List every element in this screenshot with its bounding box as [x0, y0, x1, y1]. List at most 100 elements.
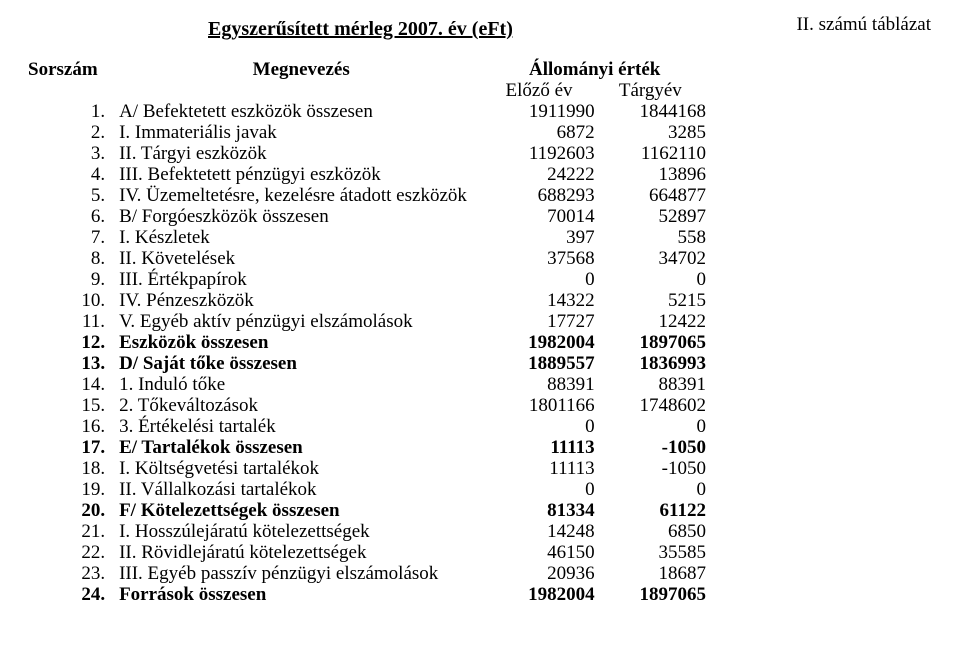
- row-label: A/ Befektetett eszközök összesen: [119, 101, 483, 122]
- row-number: 4.: [28, 164, 119, 185]
- row-label: I. Hosszúlejáratú kötelezettségek: [119, 521, 483, 542]
- row-curr-value: 5215: [595, 290, 706, 311]
- row-label: B/ Forgóeszközök összesen: [119, 206, 483, 227]
- table-row: 6.B/ Forgóeszközök összesen7001452897: [28, 206, 706, 227]
- row-curr-value: 18687: [595, 563, 706, 584]
- row-curr-value: 1836993: [595, 353, 706, 374]
- table-row: 10.IV. Pénzeszközök143225215: [28, 290, 706, 311]
- table-row: 13.D/ Saját tőke összesen18895571836993: [28, 353, 706, 374]
- row-label: 1. Induló tőke: [119, 374, 483, 395]
- row-curr-value: -1050: [595, 458, 706, 479]
- row-number: 13.: [28, 353, 119, 374]
- table-row: 23.III. Egyéb passzív pénzügyi elszámolá…: [28, 563, 706, 584]
- row-number: 18.: [28, 458, 119, 479]
- table-row: 18.I. Költségvetési tartalékok11113-1050: [28, 458, 706, 479]
- table-header-row-1: Sorszám Megnevezés Állományi érték: [28, 59, 706, 80]
- row-label: I. Költségvetési tartalékok: [119, 458, 483, 479]
- row-number: 6.: [28, 206, 119, 227]
- row-label: IV. Pénzeszközök: [119, 290, 483, 311]
- row-label: II. Rövidlejáratú kötelezettségek: [119, 542, 483, 563]
- row-number: 24.: [28, 584, 119, 605]
- table-body: 1.A/ Befektetett eszközök összesen191199…: [28, 101, 706, 605]
- row-label: IV. Üzemeltetésre, kezelésre átadott esz…: [119, 185, 483, 206]
- row-number: 23.: [28, 563, 119, 584]
- row-prev-value: 88391: [483, 374, 594, 395]
- row-label: V. Egyéb aktív pénzügyi elszámolások: [119, 311, 483, 332]
- table-row: 5.IV. Üzemeltetésre, kezelésre átadott e…: [28, 185, 706, 206]
- row-prev-value: 0: [483, 269, 594, 290]
- row-prev-value: 24222: [483, 164, 594, 185]
- col-header-elozo: Előző év: [483, 80, 594, 101]
- row-label: E/ Tartalékok összesen: [119, 437, 483, 458]
- row-number: 9.: [28, 269, 119, 290]
- row-number: 2.: [28, 122, 119, 143]
- col-header-megnevezes: Megnevezés: [119, 59, 483, 80]
- row-prev-value: 11113: [483, 458, 594, 479]
- page: II. számú táblázat Egyszerűsített mérleg…: [0, 0, 959, 658]
- row-number: 17.: [28, 437, 119, 458]
- row-prev-value: 20936: [483, 563, 594, 584]
- row-number: 15.: [28, 395, 119, 416]
- row-prev-value: 81334: [483, 500, 594, 521]
- row-curr-value: 34702: [595, 248, 706, 269]
- row-prev-value: 1192603: [483, 143, 594, 164]
- table-row: 12.Eszközök összesen19820041897065: [28, 332, 706, 353]
- col-header-allomanyi: Állományi érték: [483, 59, 706, 80]
- row-curr-value: 0: [595, 479, 706, 500]
- table-row: 19.II. Vállalkozási tartalékok00: [28, 479, 706, 500]
- row-label: Eszközök összesen: [119, 332, 483, 353]
- row-prev-value: 1801166: [483, 395, 594, 416]
- row-prev-value: 37568: [483, 248, 594, 269]
- table-row: 3.II. Tárgyi eszközök11926031162110: [28, 143, 706, 164]
- row-curr-value: 664877: [595, 185, 706, 206]
- row-curr-value: 1897065: [595, 584, 706, 605]
- row-curr-value: 558: [595, 227, 706, 248]
- row-prev-value: 688293: [483, 185, 594, 206]
- row-curr-value: 35585: [595, 542, 706, 563]
- table-row: 20.F/ Kötelezettségek összesen8133461122: [28, 500, 706, 521]
- col-header-targy: Tárgyév: [595, 80, 706, 101]
- row-number: 12.: [28, 332, 119, 353]
- row-curr-value: 1897065: [595, 332, 706, 353]
- table-row: 2.I. Immateriális javak68723285: [28, 122, 706, 143]
- table-row: 21.I. Hosszúlejáratú kötelezettségek1424…: [28, 521, 706, 542]
- row-curr-value: 1748602: [595, 395, 706, 416]
- row-curr-value: 0: [595, 269, 706, 290]
- table-row: 22.II. Rövidlejáratú kötelezettségek4615…: [28, 542, 706, 563]
- balance-table: Sorszám Megnevezés Állományi érték Előző…: [28, 59, 706, 605]
- row-label: 2. Tőkeváltozások: [119, 395, 483, 416]
- row-number: 22.: [28, 542, 119, 563]
- row-prev-value: 0: [483, 416, 594, 437]
- row-prev-value: 1982004: [483, 584, 594, 605]
- table-row: 9.III. Értékpapírok00: [28, 269, 706, 290]
- table-row: 11.V. Egyéb aktív pénzügyi elszámolások1…: [28, 311, 706, 332]
- row-number: 10.: [28, 290, 119, 311]
- row-curr-value: 1162110: [595, 143, 706, 164]
- row-label: F/ Kötelezettségek összesen: [119, 500, 483, 521]
- row-prev-value: 17727: [483, 311, 594, 332]
- row-label: III. Értékpapírok: [119, 269, 483, 290]
- row-curr-value: 3285: [595, 122, 706, 143]
- table-header-row-2: Előző év Tárgyév: [28, 80, 706, 101]
- row-curr-value: 52897: [595, 206, 706, 227]
- table-row: 15.2. Tőkeváltozások18011661748602: [28, 395, 706, 416]
- table-row: 17.E/ Tartalékok összesen11113-1050: [28, 437, 706, 458]
- row-prev-value: 11113: [483, 437, 594, 458]
- row-label: II. Vállalkozási tartalékok: [119, 479, 483, 500]
- table-row: 1.A/ Befektetett eszközök összesen191199…: [28, 101, 706, 122]
- row-number: 5.: [28, 185, 119, 206]
- row-prev-value: 1982004: [483, 332, 594, 353]
- row-prev-value: 6872: [483, 122, 594, 143]
- col-header-empty-2: [119, 80, 483, 101]
- row-number: 16.: [28, 416, 119, 437]
- row-prev-value: 0: [483, 479, 594, 500]
- row-label: Források összesen: [119, 584, 483, 605]
- row-number: 7.: [28, 227, 119, 248]
- row-number: 3.: [28, 143, 119, 164]
- row-curr-value: 88391: [595, 374, 706, 395]
- row-prev-value: 1889557: [483, 353, 594, 374]
- row-prev-value: 70014: [483, 206, 594, 227]
- table-row: 14.1. Induló tőke8839188391: [28, 374, 706, 395]
- table-row: 7.I. Készletek397558: [28, 227, 706, 248]
- row-label: II. Tárgyi eszközök: [119, 143, 483, 164]
